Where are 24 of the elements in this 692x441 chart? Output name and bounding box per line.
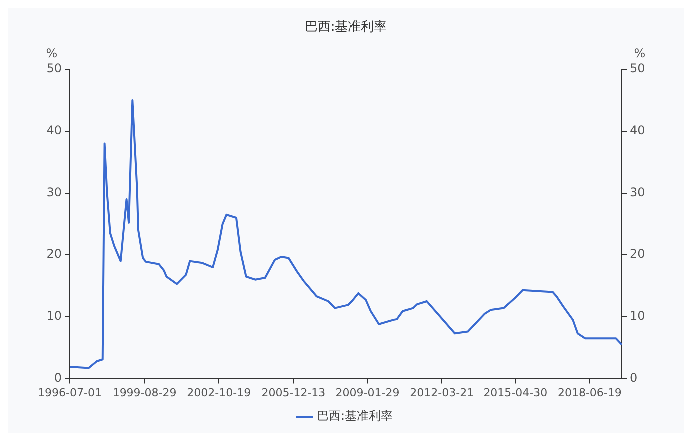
x-tick-label: 2015-04-30 — [484, 386, 548, 400]
x-tick-label: 2009-01-29 — [336, 386, 400, 400]
y2-tick-label: 50 — [630, 62, 646, 76]
y2-tick-label: 10 — [630, 309, 646, 324]
y-tick-label: 0 — [54, 370, 62, 385]
y2-axis-title: % — [634, 46, 646, 61]
y2-tick-label: 30 — [630, 185, 646, 200]
chart-title: 巴西:基准利率 — [304, 19, 388, 36]
y-tick-label: 10 — [46, 309, 62, 324]
y-tick-label: 20 — [46, 247, 62, 262]
y-tick-label: 40 — [46, 124, 62, 138]
y-tick-label: 30 — [46, 185, 62, 200]
y-axis-title: % — [46, 46, 58, 61]
y2-tick-label: 20 — [630, 247, 646, 262]
x-tick-label: 1999-08-29 — [112, 386, 177, 400]
x-tick-label: 2002-10-19 — [187, 386, 252, 400]
x-tick-label: 2012-03-21 — [410, 386, 474, 400]
y-tick-label: 50 — [46, 62, 62, 76]
y2-tick-label: 0 — [630, 370, 638, 385]
x-tick-label: 2018-06-19 — [558, 386, 622, 400]
x-tick-label: 1996-07-01 — [38, 386, 102, 400]
x-tick-label: 2005-12-13 — [262, 386, 326, 400]
legend-label: 巴西:基准利率 — [316, 409, 394, 424]
y2-tick-label: 40 — [630, 124, 646, 138]
